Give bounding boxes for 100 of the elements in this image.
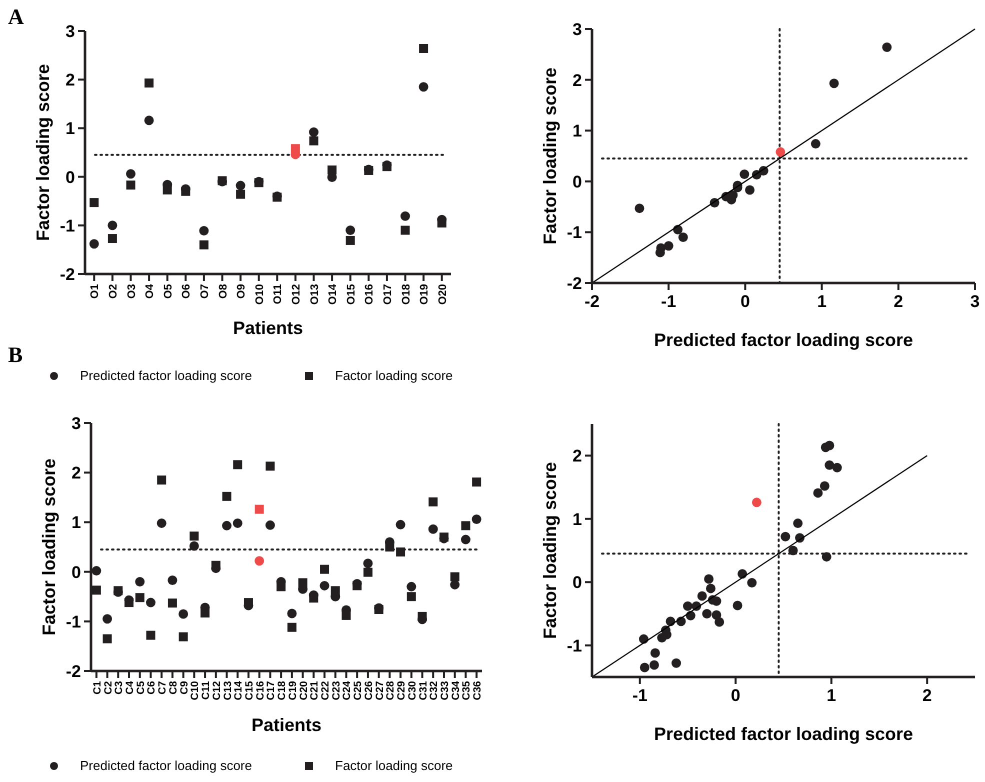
- point: [702, 609, 712, 618]
- x-tick-label: C28: [384, 680, 397, 700]
- point: [385, 542, 394, 552]
- x-tick-label: O9: [236, 284, 248, 299]
- x-tick-label: O13: [308, 284, 321, 305]
- y-tick-label: 2: [72, 464, 81, 483]
- y-tick-label: -1: [60, 216, 75, 236]
- point: [396, 547, 406, 556]
- legend-label: Factor loading score: [335, 758, 453, 773]
- point: [330, 586, 340, 596]
- x-tick-label: C25: [352, 680, 364, 700]
- point: [793, 518, 803, 528]
- point: [740, 170, 750, 180]
- x-tick-label: 0: [730, 686, 740, 705]
- point: [287, 608, 297, 618]
- point: [309, 136, 318, 146]
- x-tick-label: O15: [345, 284, 358, 305]
- x-tick-label: C26: [362, 680, 375, 700]
- x-tick-label: -2: [584, 292, 600, 311]
- point: [320, 580, 330, 590]
- y-axis-title: Factor loading score: [39, 458, 59, 636]
- x-tick-label: C36: [472, 680, 484, 700]
- point: [706, 584, 716, 594]
- text: B: [8, 342, 23, 367]
- point: [747, 578, 757, 588]
- x-tick-label: C10: [189, 680, 202, 700]
- y-tick-label: 1: [572, 510, 582, 529]
- point: [92, 566, 102, 576]
- point: [320, 564, 330, 574]
- point: [418, 612, 427, 621]
- x-tick-label: O18: [400, 284, 412, 305]
- x-tick-label: O19: [418, 284, 431, 305]
- point: [90, 198, 99, 208]
- x-tick-label: 1: [826, 686, 836, 705]
- x-tick-label: C30: [406, 680, 418, 700]
- point: [266, 462, 275, 471]
- y-tick-label: -1: [66, 612, 81, 632]
- x-tick-label: C18: [276, 680, 288, 700]
- x-tick-label: C31: [417, 680, 430, 700]
- point: [181, 186, 190, 196]
- x-tick-label: C27: [374, 680, 386, 700]
- point: [162, 185, 172, 194]
- x-tick-label: C12: [210, 680, 223, 700]
- point: [428, 524, 438, 534]
- point: [254, 504, 264, 514]
- point: [211, 560, 220, 570]
- point: [309, 594, 318, 603]
- x-tick-label: C1: [91, 680, 104, 694]
- point: [156, 518, 166, 528]
- y-tick-label: -1: [566, 223, 582, 242]
- point: [290, 144, 300, 154]
- point: [450, 572, 460, 582]
- point: [745, 185, 755, 195]
- x-tick-label: O8: [217, 284, 230, 299]
- x-tick-label: C16: [254, 680, 266, 700]
- point: [346, 226, 356, 236]
- x-tick-label: O1: [89, 284, 102, 299]
- point: [200, 608, 210, 618]
- point: [472, 514, 482, 524]
- point: [820, 481, 830, 491]
- point: [108, 220, 118, 230]
- x-tick-label: C22: [320, 680, 332, 700]
- point: [146, 598, 156, 608]
- point: [232, 518, 242, 528]
- x-tick-label: O3: [126, 284, 138, 299]
- x-tick-label: C5: [134, 680, 147, 694]
- x-tick-label: C2: [102, 680, 114, 694]
- x-tick-label: C15: [243, 680, 256, 700]
- x-tick-label: 2: [922, 686, 932, 705]
- point: [461, 521, 470, 530]
- point: [832, 462, 842, 472]
- x-tick-label: C23: [330, 680, 342, 700]
- x-tick-label: O17: [382, 284, 394, 305]
- point: [697, 591, 707, 601]
- point: [822, 552, 832, 562]
- point: [776, 147, 786, 157]
- point: [683, 601, 692, 611]
- point: [102, 634, 112, 644]
- x-tick-label: 1: [817, 292, 827, 311]
- x-tick-label: O16: [364, 284, 376, 305]
- x-tick-label: O4: [144, 283, 156, 299]
- x-axis-title: Patients: [251, 715, 322, 735]
- point: [190, 532, 199, 541]
- y-tick-label: 1: [572, 122, 582, 141]
- x-tick-label: C6: [146, 680, 158, 694]
- point: [352, 581, 362, 590]
- x-tick-label: C34: [450, 680, 462, 700]
- point: [222, 492, 232, 501]
- y-axis-title: Factor loading score: [33, 64, 53, 242]
- x-axis-title: Predicted factor loading score: [654, 724, 914, 744]
- x-tick-label: C17: [265, 680, 278, 700]
- point: [820, 442, 830, 452]
- y-tick-label: -2: [66, 662, 81, 681]
- point: [418, 82, 428, 92]
- point: [472, 478, 482, 487]
- point: [328, 165, 337, 174]
- point: [650, 648, 660, 658]
- x-tick-label: C9: [178, 680, 190, 694]
- x-tick-label: C29: [396, 680, 408, 700]
- point: [135, 593, 144, 602]
